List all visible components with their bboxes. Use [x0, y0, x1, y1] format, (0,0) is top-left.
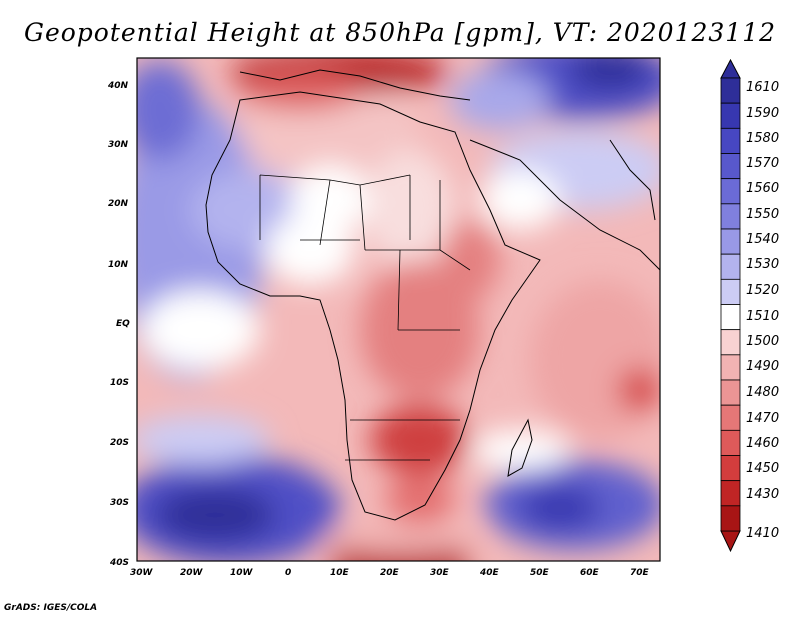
colorbar-swatch [720, 429, 741, 456]
colorbar-swatch [720, 304, 741, 331]
lat-tick: 40N [107, 81, 129, 91]
colorbar-label: 1530 [746, 257, 779, 272]
colorbar-swatch [720, 127, 741, 154]
colorbar-top-arrow [720, 58, 741, 79]
lon-tick: 30E [430, 568, 450, 578]
lat-tick: 20N [108, 199, 129, 209]
colorbar-label: 1610 [746, 80, 779, 95]
africa-coastline [205, 91, 541, 521]
lat-tick: 10S [110, 378, 129, 388]
colorbar-label: 1410 [746, 526, 779, 541]
colorbar-swatch [720, 404, 741, 431]
colorbar-swatch [720, 102, 741, 129]
europe-coastline [239, 69, 471, 101]
colorbar-label: 1450 [746, 461, 779, 476]
colorbar-label: 1470 [746, 411, 779, 426]
colorbar-label: 1540 [746, 232, 779, 247]
colorbar-label: 1460 [746, 436, 779, 451]
coastlines [205, 69, 660, 521]
country-borders [259, 174, 471, 461]
colorbar-label: 1520 [746, 283, 779, 298]
colorbar-label: 1560 [746, 181, 779, 196]
colorbar-swatch [720, 228, 741, 255]
height-field [137, 58, 660, 561]
colorbar-label: 1430 [746, 487, 779, 502]
colorbar-label: 1480 [746, 385, 779, 400]
arabia-coastline [469, 139, 660, 271]
lat-tick: 10N [108, 260, 129, 270]
lon-tick: 30W [130, 568, 154, 578]
lat-tick: 30S [110, 498, 129, 508]
colorbar-swatch [720, 77, 741, 104]
lon-tick: 10E [330, 568, 350, 578]
lat-tick: 40S [109, 558, 129, 568]
lon-tick: 10W [230, 568, 254, 578]
colorbar-label: 1510 [746, 309, 779, 324]
lon-tick: 0 [285, 568, 291, 578]
colorbar-bottom-arrow [720, 530, 741, 553]
colorbar-swatch [720, 455, 741, 482]
colorbar-swatch [720, 329, 741, 356]
x-axis: 30W 20W 10W 0 10E 20E 30E 40E 50E 60E 70… [130, 568, 650, 578]
colorbar-swatch [720, 379, 741, 406]
colorbar-swatch [720, 178, 741, 205]
colorbar-swatch [720, 480, 741, 507]
colorbar-label: 1490 [746, 359, 779, 374]
lon-tick: 20E [380, 568, 400, 578]
colorbar-label: 1590 [746, 106, 779, 121]
lon-tick: 50E [530, 568, 550, 578]
lat-tick: EQ [116, 319, 130, 329]
colorbar-swatch [720, 278, 741, 305]
madagascar-coastline [507, 418, 533, 477]
colorbar-swatch [720, 253, 741, 280]
lat-tick: 30N [108, 140, 129, 150]
colorbar-label: 1500 [746, 334, 779, 349]
lon-tick: 20W [180, 568, 204, 578]
y-axis: 40N 30N 20N 10N EQ 10S 20S 30S 40S [107, 81, 130, 568]
map-frame [136, 57, 661, 562]
chart-title: Geopotential Height at 850hPa [gpm], VT:… [23, 18, 777, 47]
lat-tick: 20S [110, 438, 129, 448]
colorbar-label: 1550 [746, 207, 779, 222]
lon-tick: 70E [630, 568, 650, 578]
colorbar-swatch [720, 153, 741, 180]
lon-tick: 40E [479, 568, 500, 578]
colorbar: 1610 1590 1580 1570 1560 1550 1540 1530 … [720, 58, 779, 553]
lon-tick: 60E [580, 568, 600, 578]
colorbar-label: 1580 [746, 131, 779, 146]
india-coastline [609, 139, 656, 221]
colorbar-swatch [720, 505, 741, 532]
colorbar-swatch [720, 203, 741, 230]
credit-label: GrADS: IGES/COLA [4, 603, 98, 613]
colorbar-swatch [720, 354, 741, 381]
colorbar-label: 1570 [746, 156, 779, 171]
